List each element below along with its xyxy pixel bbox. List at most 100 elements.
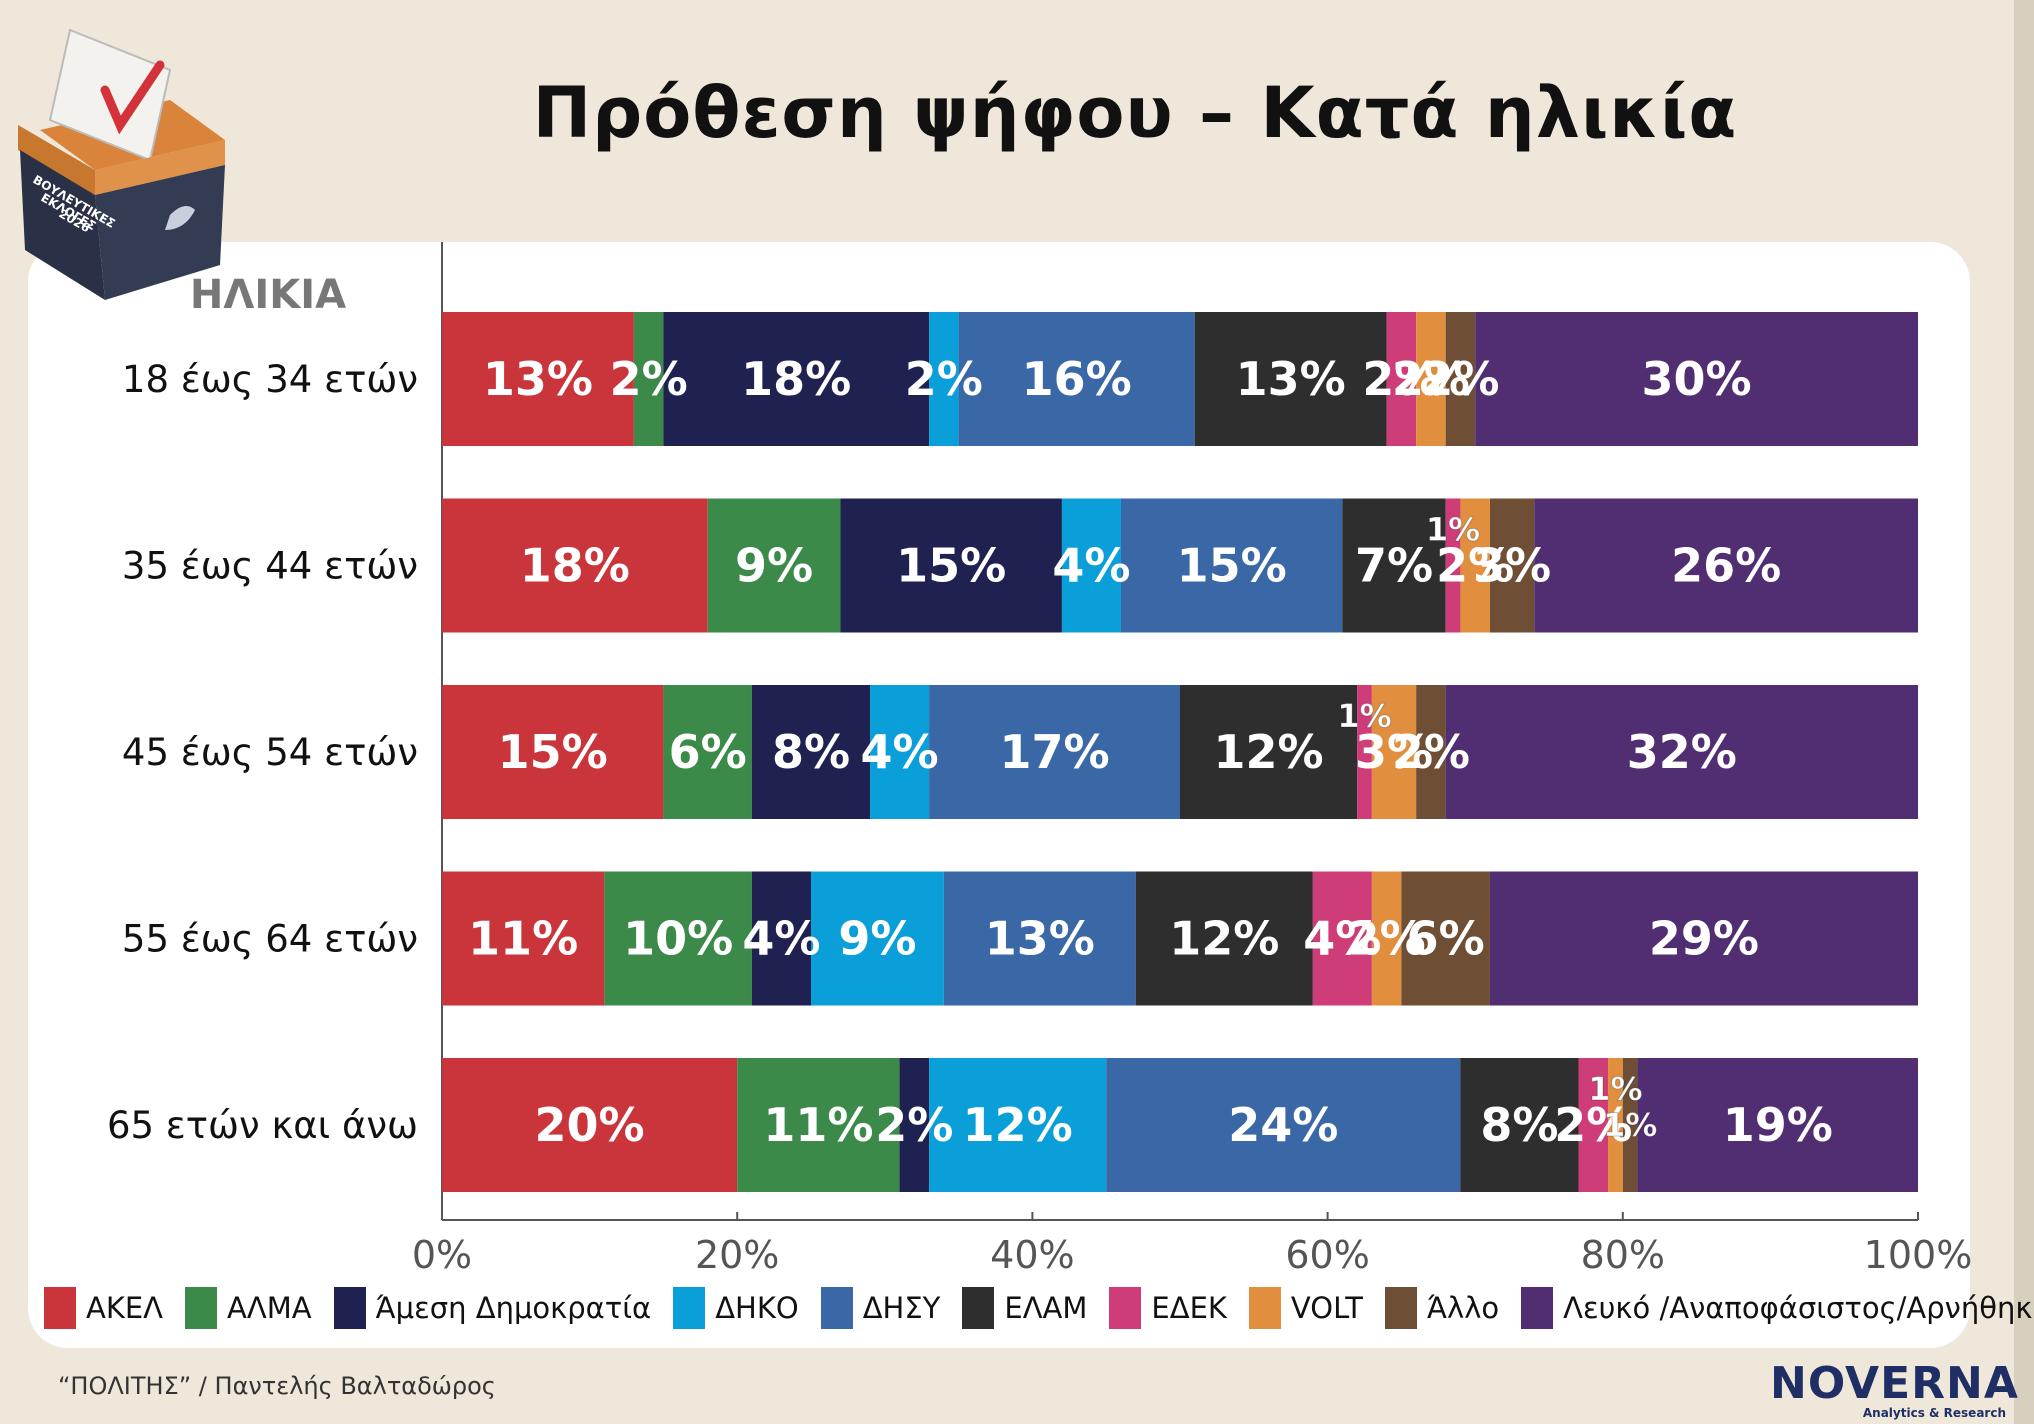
bar-segment	[663, 312, 930, 446]
legend-item: ΑΚΕΛ	[44, 1287, 163, 1329]
data-label: 2%	[1554, 1098, 1632, 1152]
data-label: 10%	[623, 912, 733, 966]
data-label: 24%	[1228, 1098, 1338, 1152]
bar-segment	[1180, 685, 1358, 819]
bar-segment	[811, 871, 944, 1006]
bar-segment	[840, 498, 1062, 633]
bar-segment	[870, 685, 930, 819]
noverna-logo: NOVERNA Analytics & Research	[1760, 1358, 2018, 1420]
x-tick-label: 60%	[1285, 1233, 1369, 1277]
data-label: 9%	[838, 912, 916, 966]
bar-segment	[633, 312, 664, 446]
bar-segment	[604, 871, 752, 1006]
data-label: 2%	[610, 352, 688, 406]
data-label: 11%	[468, 912, 578, 966]
legend-swatch	[1384, 1287, 1417, 1329]
legend-swatch	[185, 1287, 218, 1329]
data-label: 6%	[1407, 912, 1485, 966]
legend-item: Άμεση Δημοκρατία	[333, 1287, 652, 1329]
bar-segment	[1416, 312, 1446, 446]
legend-label: Λευκό /Αναποφάσιστος/Αρνήθηκε	[1563, 1291, 2034, 1325]
bar-segment	[442, 312, 634, 446]
legend-swatch	[962, 1287, 995, 1329]
bar-segment	[1371, 685, 1417, 819]
x-tick-label: 100%	[1864, 1233, 1973, 1277]
legend-swatch	[1109, 1287, 1142, 1329]
data-label: 11%	[763, 1098, 873, 1152]
bar-segment	[751, 685, 871, 819]
bar-segment	[442, 871, 605, 1006]
data-label: 12%	[1169, 912, 1279, 966]
bar-segment	[707, 498, 841, 633]
data-label: 17%	[999, 725, 1109, 779]
chart-legend: ΑΚΕΛ ΑΛΜΑ Άμεση Δημοκρατία ΔΗΚΟ ΔΗΣΥ ΕΛΑΜ ΕΔΕΚ…	[44, 1282, 2034, 1334]
data-label: 2%	[1392, 352, 1470, 406]
data-label: 18%	[520, 539, 630, 593]
data-label: 16%	[1022, 352, 1132, 406]
bar-segment	[1608, 1058, 1623, 1192]
logo-tagline: Analytics & Research	[1862, 1406, 2006, 1420]
data-label: 26%	[1671, 539, 1781, 593]
bar-segment	[1416, 685, 1446, 819]
legend-item: ΑΛΜΑ	[185, 1287, 312, 1329]
y-axis-heading: ΗΛΙΚΙΑ	[189, 272, 347, 318]
legend-swatch	[44, 1287, 76, 1329]
logo-wordmark: NOVERNA	[1770, 1358, 2019, 1409]
data-label: 2%	[1348, 912, 1426, 966]
data-label: 4%	[1052, 539, 1130, 593]
category-label: 35 έως 44 ετών	[122, 545, 418, 588]
source-credit: “ΠΟΛΙΤΗΣ” / Παντελής Βαλταδώρος	[58, 1372, 496, 1400]
legend-label: ΔΗΣΥ	[862, 1291, 941, 1325]
bar-segment	[1489, 498, 1535, 633]
legend-item: Άλλο	[1384, 1287, 1499, 1329]
data-label: 18%	[741, 352, 851, 406]
data-label: 2%	[1421, 352, 1499, 406]
legend-label: ΕΛΑΜ	[1004, 1291, 1088, 1325]
category-label: 55 έως 64 ετών	[122, 918, 418, 961]
data-label-small: 1%	[1588, 1070, 1642, 1108]
bar-segment	[1578, 1058, 1609, 1192]
data-label: 2%	[875, 1098, 953, 1152]
data-label-small: 1%	[1337, 697, 1391, 735]
data-label: 8%	[1480, 1098, 1558, 1152]
legend-swatch	[820, 1287, 853, 1329]
data-label: 2%	[905, 352, 983, 406]
bar-segment	[1194, 312, 1387, 446]
bar-segment	[1445, 498, 1461, 633]
data-label: 3%	[1473, 539, 1551, 593]
bar-segment	[1061, 498, 1121, 633]
legend-label: ΑΚΕΛ	[86, 1291, 164, 1325]
bar-segment	[1460, 1058, 1579, 1192]
ballot-box-icon: ΒΟΥΛΕΥΤΙΚΕΣ ΕΚΛΟΓΕΣ 2026	[18, 28, 225, 300]
bar-segment	[1312, 871, 1372, 1006]
data-label: 2%	[1436, 539, 1514, 593]
data-label: 8%	[772, 725, 850, 779]
legend-item: ΕΛΑΜ	[962, 1287, 1087, 1329]
bar-segment	[1106, 1058, 1461, 1192]
data-label: 20%	[535, 1098, 645, 1152]
bar-segment	[1342, 498, 1446, 633]
x-tick-label: 40%	[990, 1233, 1074, 1277]
legend-item: Λευκό /Αναποφάσιστος/Αρνήθηκε	[1521, 1287, 2034, 1329]
data-label: 9%	[735, 539, 813, 593]
x-tick-label: 20%	[695, 1233, 779, 1277]
bar-segment	[1135, 871, 1313, 1006]
bar-segment	[1357, 685, 1372, 819]
category-label: 45 έως 54 ετών	[122, 731, 418, 774]
bar-segment	[663, 685, 752, 819]
data-label: 30%	[1642, 352, 1752, 406]
legend-label: Άμεση Δημοκρατία	[375, 1291, 652, 1325]
x-tick-label: 0%	[412, 1233, 472, 1277]
data-label: 4%	[1303, 912, 1381, 966]
data-label-small: 1%	[1426, 511, 1480, 549]
legend-item: ΔΗΚΟ	[673, 1287, 799, 1329]
legend-item: ΕΔΕΚ	[1109, 1287, 1227, 1329]
bar-segment	[1445, 685, 1918, 819]
bar-segment	[442, 685, 664, 819]
bar-segment	[943, 871, 1136, 1006]
legend-swatch	[1521, 1287, 1554, 1329]
data-label: 12%	[963, 1098, 1073, 1152]
bar-segment	[1401, 871, 1490, 1006]
bar-segment	[1120, 498, 1343, 633]
